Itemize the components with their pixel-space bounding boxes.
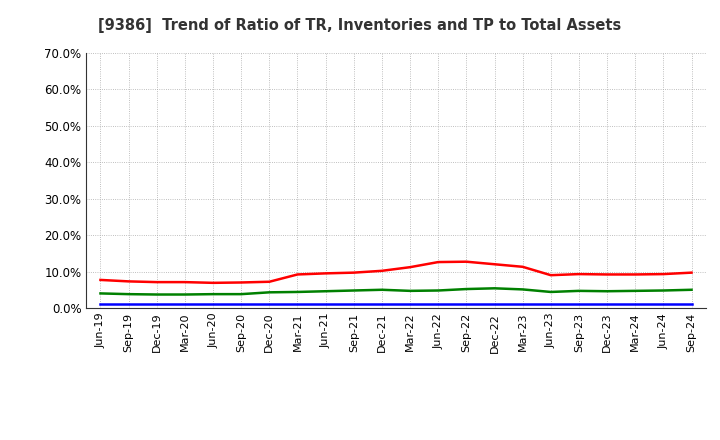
Trade Receivables xyxy=(349,270,358,275)
Inventories xyxy=(237,302,246,307)
Trade Payables xyxy=(631,288,639,293)
Trade Payables xyxy=(209,292,217,297)
Inventories xyxy=(181,302,189,307)
Inventories xyxy=(434,302,443,307)
Trade Receivables xyxy=(434,260,443,265)
Inventories xyxy=(518,302,527,307)
Trade Payables xyxy=(293,290,302,295)
Trade Payables xyxy=(490,286,499,291)
Inventories xyxy=(575,302,583,307)
Inventories xyxy=(631,302,639,307)
Trade Receivables xyxy=(603,272,611,277)
Trade Payables xyxy=(575,288,583,293)
Inventories xyxy=(96,302,105,307)
Line: Trade Receivables: Trade Receivables xyxy=(101,262,691,283)
Trade Payables xyxy=(546,290,555,295)
Trade Receivables xyxy=(321,271,330,276)
Inventories xyxy=(546,302,555,307)
Inventories xyxy=(125,302,133,307)
Trade Payables xyxy=(406,288,415,293)
Trade Payables xyxy=(518,287,527,292)
Trade Payables xyxy=(237,292,246,297)
Trade Receivables xyxy=(406,264,415,270)
Trade Receivables xyxy=(209,280,217,286)
Trade Payables xyxy=(265,290,274,295)
Line: Trade Payables: Trade Payables xyxy=(101,288,691,294)
Trade Payables xyxy=(181,292,189,297)
Inventories xyxy=(687,302,696,307)
Trade Receivables xyxy=(181,279,189,285)
Inventories xyxy=(153,302,161,307)
Inventories xyxy=(462,302,471,307)
Trade Receivables xyxy=(293,272,302,277)
Inventories xyxy=(490,302,499,307)
Trade Receivables xyxy=(377,268,386,273)
Trade Payables xyxy=(462,286,471,292)
Inventories xyxy=(659,302,667,307)
Text: [9386]  Trend of Ratio of TR, Inventories and TP to Total Assets: [9386] Trend of Ratio of TR, Inventories… xyxy=(99,18,621,33)
Trade Receivables xyxy=(96,277,105,282)
Inventories xyxy=(321,302,330,307)
Trade Payables xyxy=(434,288,443,293)
Trade Receivables xyxy=(265,279,274,284)
Trade Payables xyxy=(349,288,358,293)
Trade Receivables xyxy=(518,264,527,269)
Inventories xyxy=(209,302,217,307)
Trade Payables xyxy=(687,287,696,293)
Trade Payables xyxy=(125,292,133,297)
Trade Receivables xyxy=(237,280,246,285)
Trade Receivables xyxy=(490,262,499,267)
Trade Payables xyxy=(321,289,330,294)
Inventories xyxy=(377,302,386,307)
Inventories xyxy=(293,302,302,307)
Inventories xyxy=(349,302,358,307)
Trade Payables xyxy=(96,291,105,296)
Trade Payables xyxy=(377,287,386,293)
Trade Receivables xyxy=(462,259,471,264)
Trade Receivables xyxy=(125,279,133,284)
Trade Receivables xyxy=(631,272,639,277)
Trade Receivables xyxy=(153,279,161,285)
Inventories xyxy=(603,302,611,307)
Trade Receivables xyxy=(575,271,583,277)
Trade Payables xyxy=(153,292,161,297)
Inventories xyxy=(406,302,415,307)
Trade Receivables xyxy=(659,271,667,277)
Trade Payables xyxy=(603,289,611,294)
Trade Payables xyxy=(659,288,667,293)
Trade Receivables xyxy=(687,270,696,275)
Inventories xyxy=(265,302,274,307)
Trade Receivables xyxy=(546,272,555,278)
